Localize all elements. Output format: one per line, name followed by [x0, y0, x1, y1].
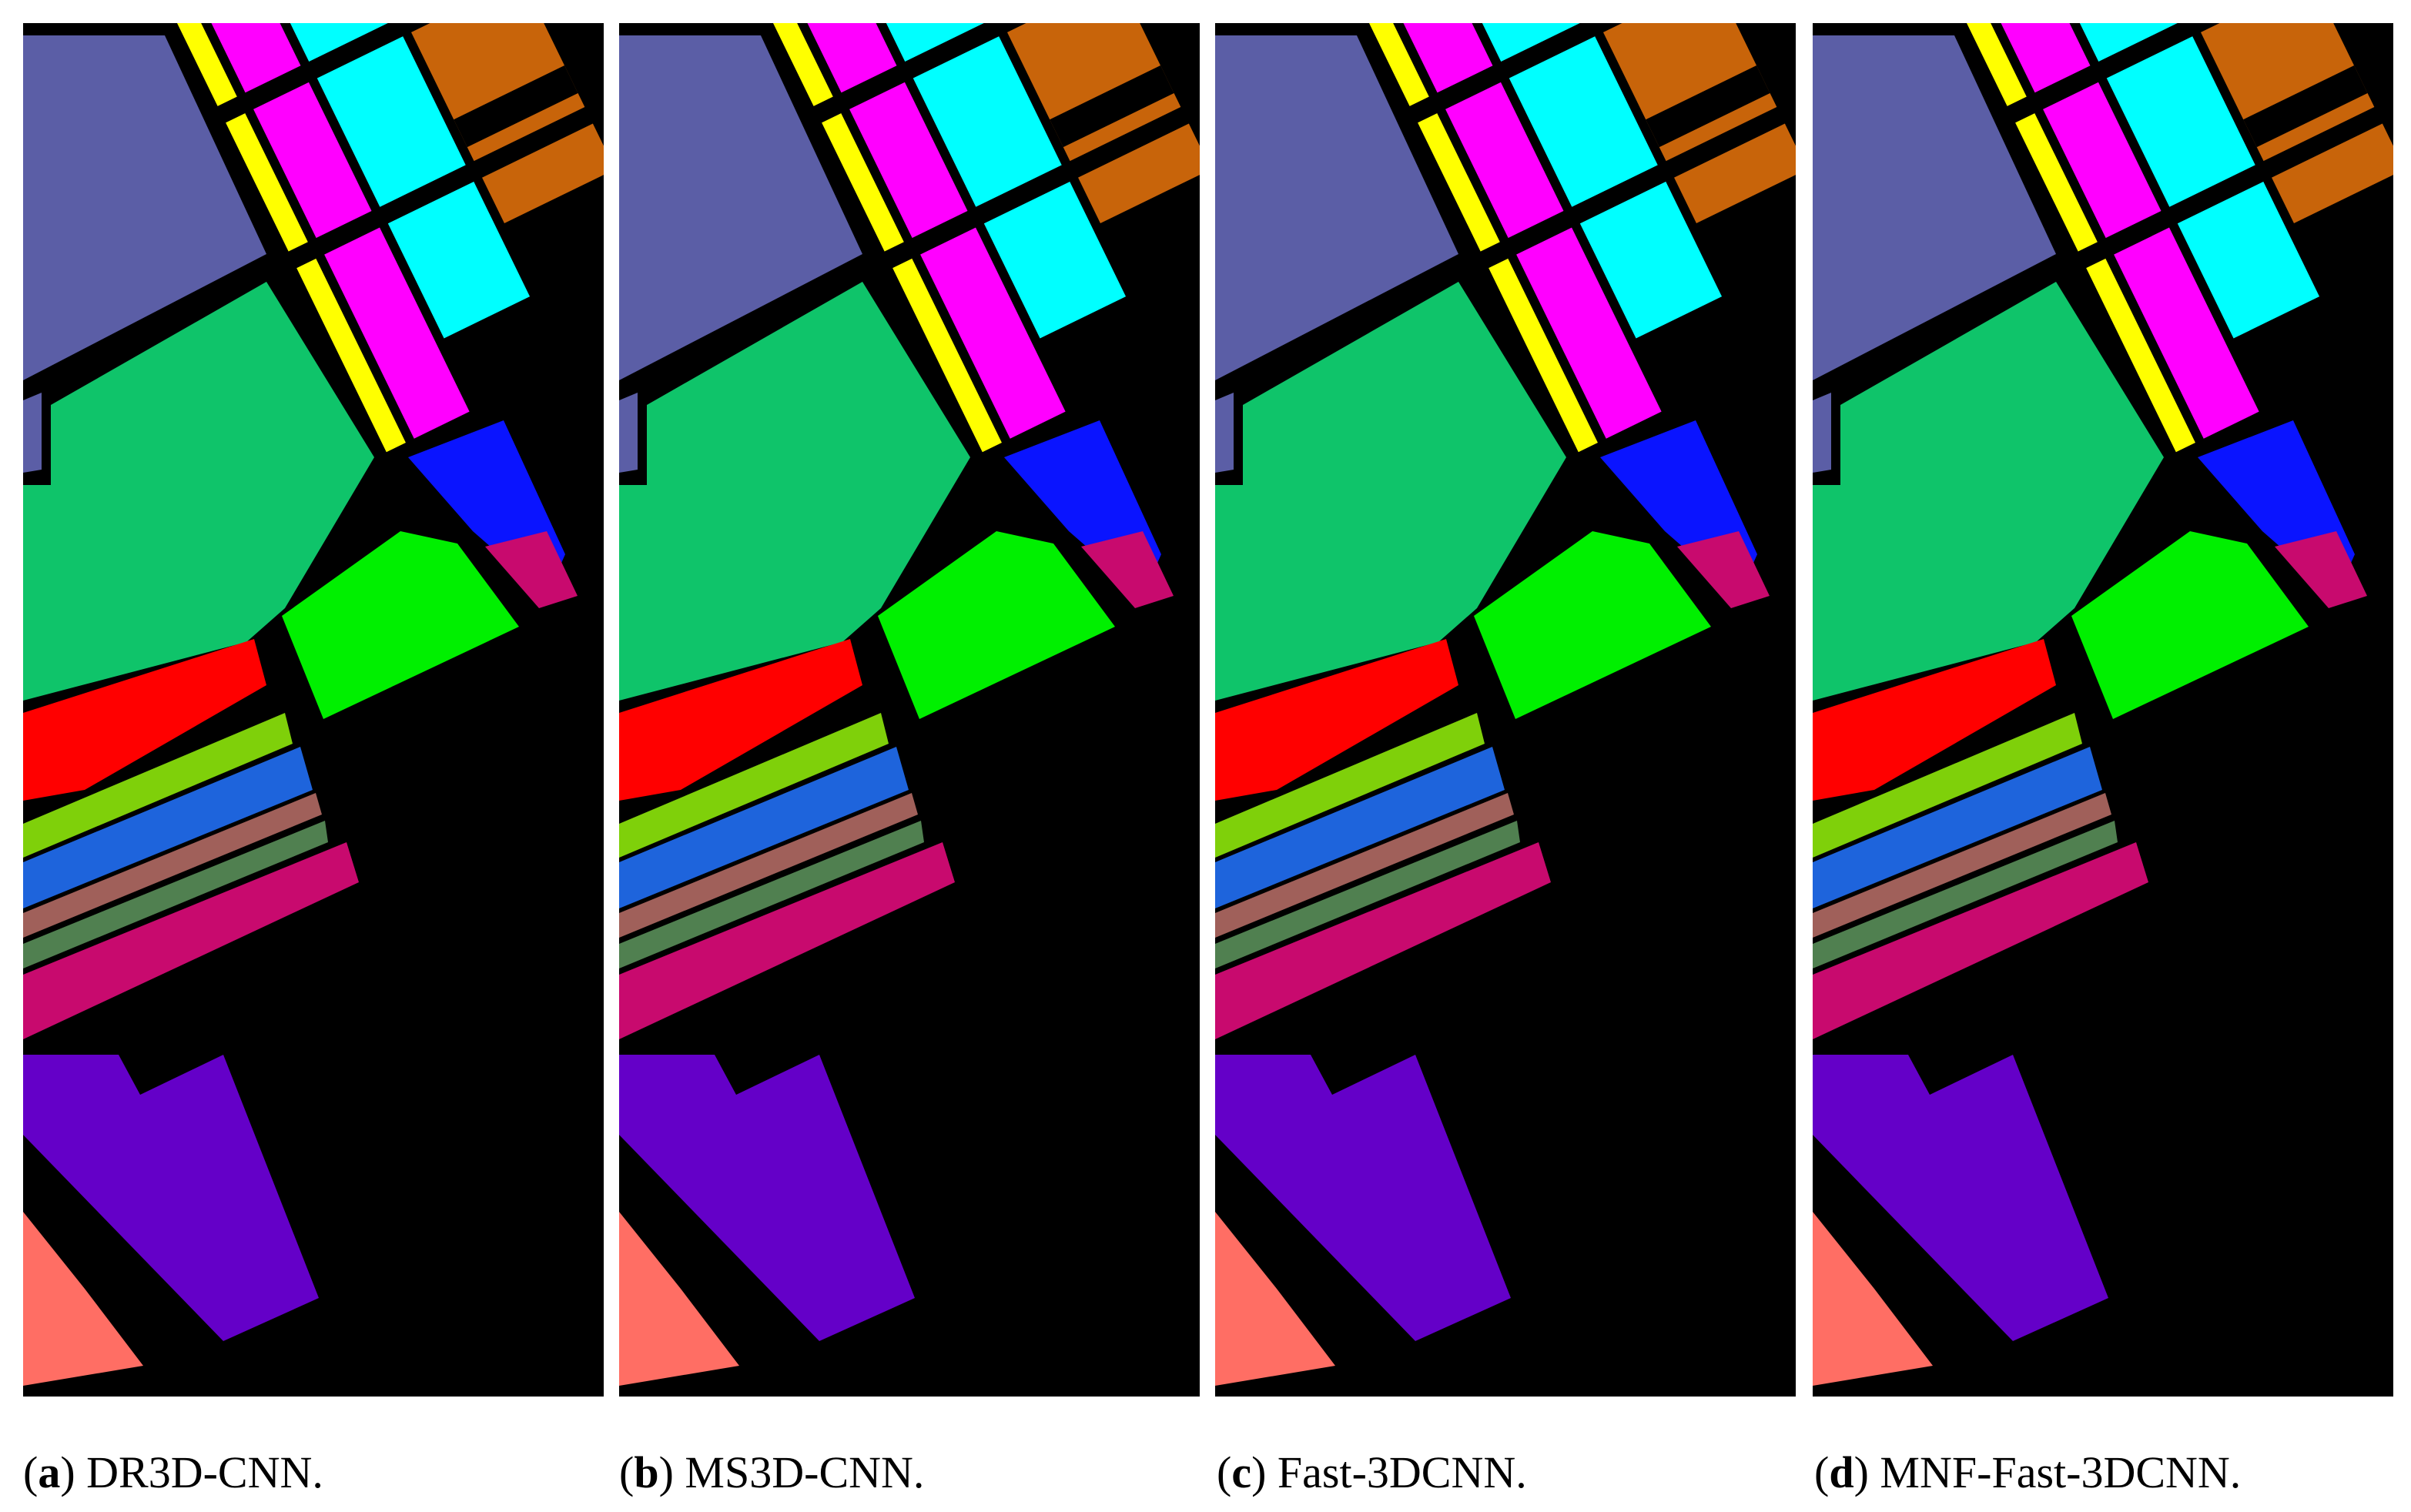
- letter: c: [1231, 1447, 1251, 1497]
- paren: (: [23, 1447, 38, 1497]
- caption: (d) MNF-Fast-3DCNN.: [1814, 1447, 2241, 1497]
- letter: a: [38, 1447, 60, 1497]
- caption-text: Fast-3DCNN.: [1277, 1447, 1527, 1497]
- paren: (: [1217, 1447, 1231, 1497]
- caption-text: MNF-Fast-3DCNN.: [1880, 1447, 2241, 1497]
- caption: (c) Fast-3DCNN.: [1217, 1447, 1527, 1497]
- classification-map: [1813, 23, 2393, 1397]
- paren: ): [60, 1447, 75, 1497]
- classification-map: [23, 23, 604, 1397]
- paren: ): [1854, 1447, 1869, 1497]
- caption: (a) DR3D-CNN.: [23, 1447, 323, 1497]
- letter: d: [1829, 1447, 1853, 1497]
- paren: ): [1251, 1447, 1266, 1497]
- caption-text: MS3D-CNN.: [685, 1447, 924, 1497]
- letter: b: [634, 1447, 658, 1497]
- classification-map: [619, 23, 1200, 1397]
- classification-map: [1215, 23, 1796, 1397]
- caption: (b) MS3D-CNN.: [619, 1447, 924, 1497]
- paren: ): [659, 1447, 674, 1497]
- caption-text: DR3D-CNN.: [86, 1447, 323, 1497]
- paren: (: [619, 1447, 634, 1497]
- paren: (: [1814, 1447, 1829, 1497]
